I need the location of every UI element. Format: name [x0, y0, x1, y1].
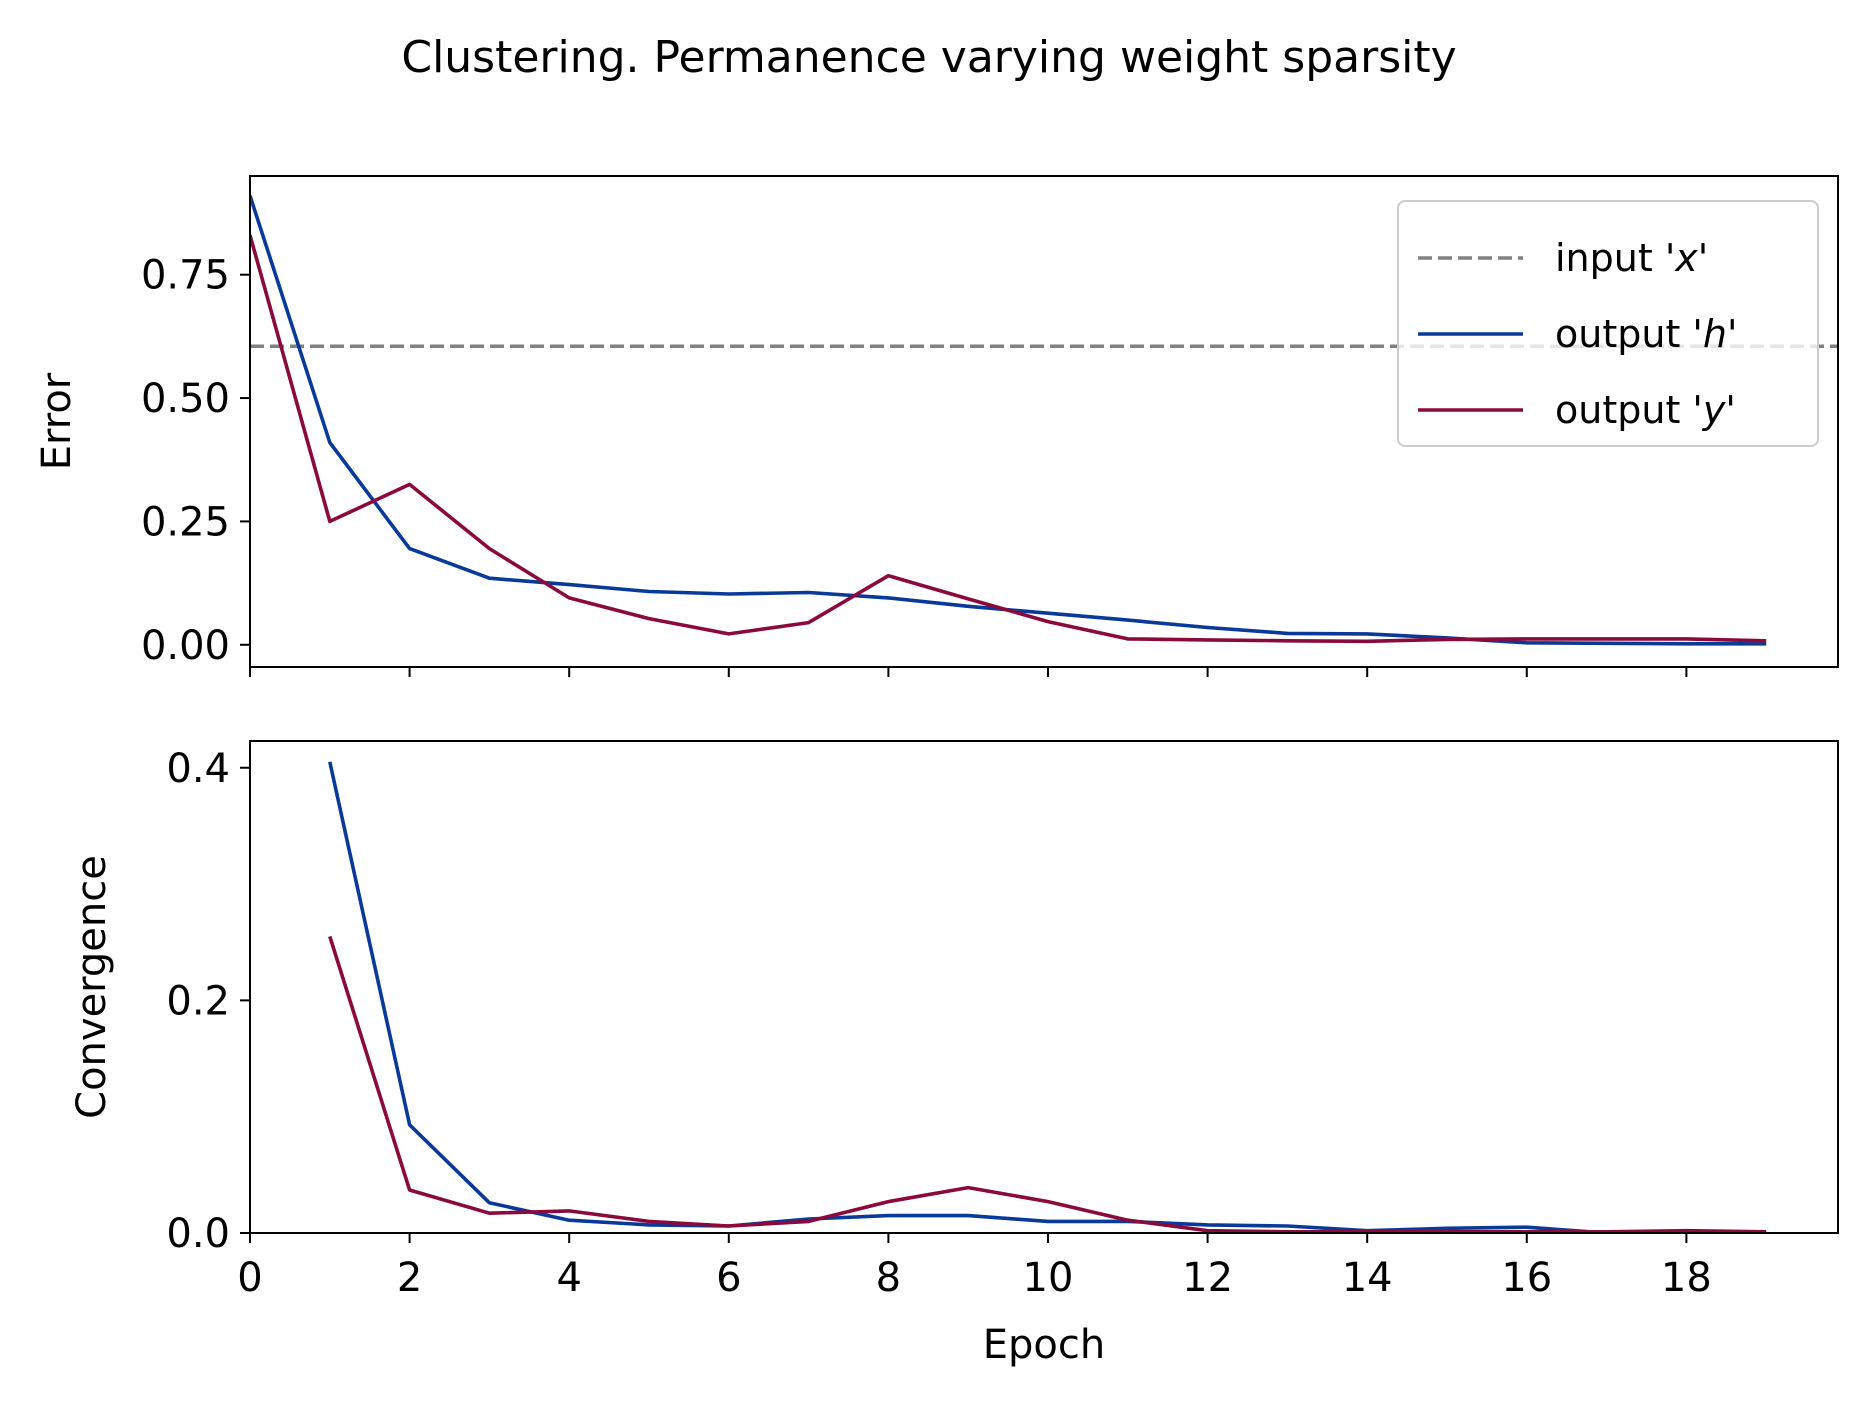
- legend-label-h: output 'h': [1555, 312, 1737, 356]
- y-tick-label: 0.50: [141, 376, 230, 422]
- chart-title: Clustering. Permanence varying weight sp…: [401, 32, 1456, 83]
- x-tick-label: 18: [1661, 1255, 1712, 1301]
- x-tick-label: 8: [876, 1255, 901, 1301]
- legend-box: [1397, 200, 1819, 447]
- legend-label-suffix: ': [1725, 388, 1735, 432]
- panel-2: 0.0 0.2 0.4 0 2 4 6 8 10 12 14 16 18 Convergence Epoch: [69, 740, 1839, 1368]
- series-line-h: [328, 761, 1767, 1233]
- y-tick-label: 0.2: [166, 978, 230, 1024]
- x-tick-label: 0: [237, 1255, 262, 1301]
- series-line-y: [250, 234, 1767, 644]
- x-tick-label: 10: [1023, 1255, 1074, 1301]
- y-axis-label: Convergence: [69, 855, 115, 1119]
- y-tick-label: 0.4: [166, 746, 230, 792]
- x-tick-label: 6: [716, 1255, 741, 1301]
- x-tick-label: 14: [1342, 1255, 1393, 1301]
- legend-label-var: y: [1702, 388, 1726, 432]
- x-axis-label: Epoch: [983, 1322, 1105, 1368]
- legend-label-prefix: output ': [1555, 312, 1703, 356]
- legend-label-suffix: ': [1698, 236, 1708, 280]
- legend-label-x: input 'x': [1555, 236, 1708, 280]
- y-tick-label: 0.25: [141, 499, 230, 545]
- x-tick-label: 12: [1182, 1255, 1233, 1301]
- series-line-y: [328, 935, 1767, 1233]
- legend-label-var: h: [1703, 312, 1727, 356]
- legend-label-suffix: ': [1727, 312, 1737, 356]
- y-tick-label: 0.0: [166, 1211, 230, 1257]
- legend-label-y: output 'y': [1555, 388, 1736, 432]
- plot-frame: [249, 175, 1839, 668]
- legend-label-var: x: [1674, 236, 1698, 280]
- plot-frame: [249, 740, 1839, 1234]
- x-tick-label: 16: [1501, 1255, 1552, 1301]
- y-tick-label: 0.75: [141, 253, 230, 299]
- x-tick-label: 2: [397, 1255, 422, 1301]
- legend-label-prefix: output ': [1555, 388, 1703, 432]
- x-tick-label: 4: [556, 1255, 581, 1301]
- y-axis-label: Error: [34, 372, 80, 470]
- legend: input 'x'output 'h'output 'y': [1397, 200, 1819, 447]
- y-tick-label: 0.00: [141, 623, 230, 669]
- legend-label-prefix: input ': [1555, 236, 1675, 280]
